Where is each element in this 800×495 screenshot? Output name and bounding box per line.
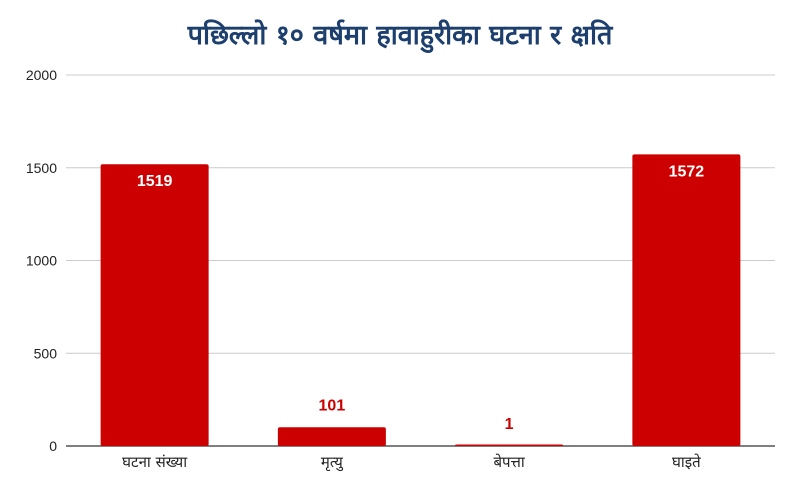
- bar: [455, 444, 564, 446]
- x-axis-categories: घटना संख्या मृत्यु बेपत्ता घाइते: [122, 453, 701, 472]
- data-labels: 1519 101 1 1572: [137, 163, 704, 432]
- chart-title: पछिल्लो १० वर्षमा हावाहुरीका घटना र क्षत…: [187, 19, 614, 54]
- data-label: 1572: [669, 163, 705, 180]
- category-label: घाइते: [672, 453, 701, 471]
- category-label: मृत्यु: [321, 453, 344, 472]
- y-tick-label: 1500: [26, 160, 57, 176]
- y-tick-label: 500: [34, 345, 58, 361]
- category-label: घटना संख्या: [122, 453, 188, 471]
- y-tick-label: 1000: [26, 253, 57, 269]
- y-tick-label: 0: [49, 438, 57, 454]
- bar: [100, 164, 209, 446]
- data-label: 1: [505, 416, 514, 433]
- category-label: बेपत्ता: [493, 453, 525, 471]
- data-label: 101: [319, 397, 346, 414]
- y-axis-ticks: 0 500 1000 1500 2000: [26, 67, 57, 454]
- y-tick-label: 2000: [26, 67, 57, 83]
- bars: [100, 154, 741, 447]
- bar: [277, 427, 386, 446]
- data-label: 1519: [137, 173, 173, 190]
- bar: [632, 154, 741, 447]
